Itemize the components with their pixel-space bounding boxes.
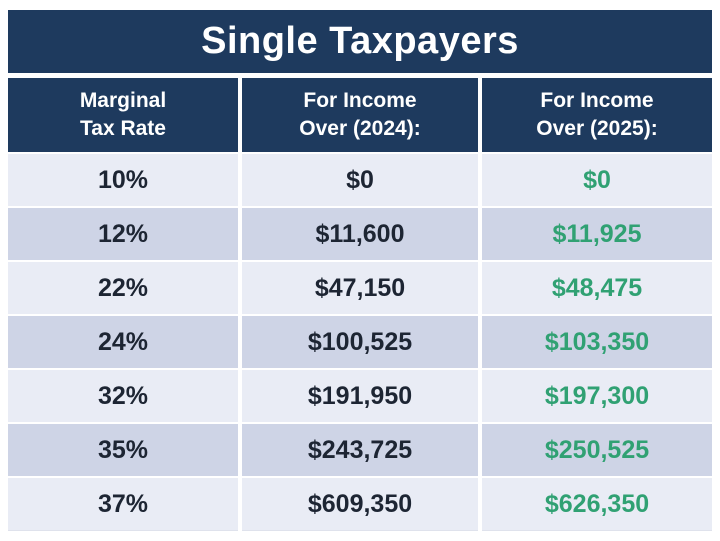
rate-cell: 35%	[8, 424, 238, 476]
table-row: 35% $243,725 $250,525	[8, 424, 712, 476]
table-row: 32% $191,950 $197,300	[8, 370, 712, 422]
income-2025-cell: $197,300	[482, 370, 712, 422]
table-header-row: Marginal Tax Rate For Income Over (2024)…	[8, 78, 712, 152]
table-title-bar: Single Taxpayers	[8, 10, 712, 73]
page-title: Single Taxpayers	[201, 20, 519, 62]
income-2025-cell: $250,525	[482, 424, 712, 476]
income-2025-cell: $103,350	[482, 316, 712, 368]
income-2025-cell: $11,925	[482, 208, 712, 260]
income-2024-cell: $243,725	[242, 424, 478, 476]
income-2024-cell: $100,525	[242, 316, 478, 368]
income-2024-cell: $11,600	[242, 208, 478, 260]
table-row: 24% $100,525 $103,350	[8, 316, 712, 368]
income-2025-cell: $0	[482, 154, 712, 206]
table-row: 10% $0 $0	[8, 154, 712, 206]
rate-cell: 12%	[8, 208, 238, 260]
income-2025-cell: $48,475	[482, 262, 712, 314]
rate-cell: 22%	[8, 262, 238, 314]
header-income-2025: For Income Over (2025):	[482, 78, 712, 152]
income-2024-cell: $191,950	[242, 370, 478, 422]
table-row: 12% $11,600 $11,925	[8, 208, 712, 260]
rate-cell: 37%	[8, 478, 238, 531]
rate-cell: 32%	[8, 370, 238, 422]
income-2024-cell: $0	[242, 154, 478, 206]
tax-table: Single Taxpayers Marginal Tax Rate For I…	[8, 10, 712, 531]
header-marginal-tax-rate: Marginal Tax Rate	[8, 78, 238, 152]
header-income-2024: For Income Over (2024):	[242, 78, 478, 152]
table-row: 37% $609,350 $626,350	[8, 478, 712, 531]
rate-cell: 10%	[8, 154, 238, 206]
rate-cell: 24%	[8, 316, 238, 368]
income-2025-cell: $626,350	[482, 478, 712, 531]
income-2024-cell: $609,350	[242, 478, 478, 531]
income-2024-cell: $47,150	[242, 262, 478, 314]
table-row: 22% $47,150 $48,475	[8, 262, 712, 314]
